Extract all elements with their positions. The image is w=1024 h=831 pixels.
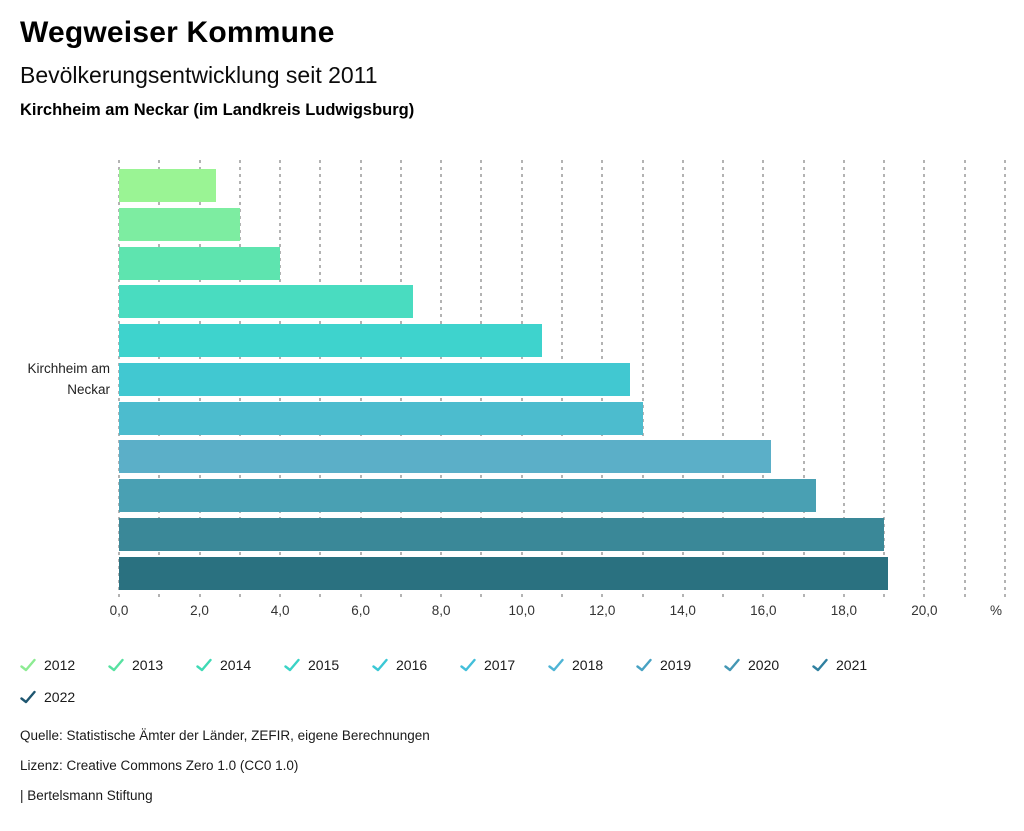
check-icon [196, 658, 212, 672]
check-icon [108, 658, 124, 672]
x-axis-unit-label: % [989, 603, 1002, 618]
chart-title: Bevölkerungsentwicklung seit 2011 [20, 62, 378, 88]
legend-item-label: 2020 [748, 657, 780, 673]
gridline [722, 160, 725, 600]
check-icon [724, 658, 740, 672]
legend-item-label: 2012 [44, 657, 76, 673]
check-icon [20, 658, 36, 672]
legend-item-label: 2015 [308, 657, 340, 673]
gridline [883, 160, 886, 600]
legend-item-2018[interactable]: 2018 [548, 655, 603, 675]
bar-2015[interactable] [119, 285, 413, 319]
gridline [923, 160, 926, 600]
gridline [963, 160, 966, 600]
x-tick-label: 10,0 [508, 603, 535, 618]
legend-item-label: 2022 [44, 689, 76, 705]
legend-item-2020[interactable]: 2020 [724, 655, 779, 675]
x-tick-label: 8,0 [431, 603, 451, 618]
bar-2018[interactable] [119, 401, 643, 435]
attribution: | Bertelsmann Stiftung [20, 788, 153, 803]
check-icon [636, 658, 652, 672]
bar-2017[interactable] [119, 362, 631, 396]
check-icon [812, 658, 828, 672]
check-icon [284, 658, 300, 672]
legend-item-label: 2019 [660, 657, 692, 673]
x-tick-label: 14,0 [669, 603, 696, 618]
legend-item-2015[interactable]: 2015 [284, 655, 339, 675]
legend-item-2013[interactable]: 2013 [108, 655, 163, 675]
bar-2016[interactable] [119, 324, 542, 358]
check-icon [372, 658, 388, 672]
category-label-line: Neckar [67, 382, 110, 397]
legend-item-label: 2017 [484, 657, 516, 673]
bar-2021[interactable] [119, 517, 885, 551]
category-label: Kirchheim am Neckar [0, 358, 110, 400]
bar-2013[interactable] [119, 207, 240, 241]
region-subtitle: Kirchheim am Neckar (im Landkreis Ludwig… [20, 101, 415, 119]
gridline [641, 160, 644, 600]
bar-2012[interactable] [119, 169, 216, 202]
bar-2020[interactable] [119, 479, 816, 513]
check-icon [460, 658, 476, 672]
x-tick-label: 12,0 [589, 603, 616, 618]
legend-item-label: 2016 [396, 657, 428, 673]
gridline [842, 160, 845, 600]
check-icon [20, 690, 36, 704]
gridline [1003, 160, 1006, 600]
x-tick-label: 4,0 [270, 603, 290, 618]
legend-item-2017[interactable]: 2017 [460, 655, 515, 675]
legend-item-2019[interactable]: 2019 [636, 655, 691, 675]
category-label-line: Kirchheim am [27, 361, 110, 376]
x-tick-label: 16,0 [750, 603, 777, 618]
gridline [681, 160, 684, 600]
bar-2019[interactable] [119, 440, 772, 474]
x-tick-label: 6,0 [351, 603, 370, 618]
gridline [762, 160, 765, 600]
bar-2014[interactable] [119, 246, 281, 280]
check-icon [548, 658, 564, 672]
legend-item-2014[interactable]: 2014 [196, 655, 251, 675]
x-tick-label: 18,0 [830, 603, 857, 618]
legend-item-label: 2014 [220, 657, 252, 673]
x-tick-label: 0,0 [109, 603, 129, 618]
legend-item-label: 2013 [132, 657, 164, 673]
legend-item-label: 2018 [572, 657, 604, 673]
gridline [802, 160, 805, 600]
legend-item-2016[interactable]: 2016 [372, 655, 427, 675]
source-note: Quelle: Statistische Ämter der Länder, Z… [20, 728, 430, 743]
x-tick-label: 2,0 [190, 603, 209, 618]
legend-item-2012[interactable]: 2012 [20, 655, 75, 675]
legend-item-2021[interactable]: 2021 [812, 655, 867, 675]
license-note: Lizenz: Creative Commons Zero 1.0 (CC0 1… [20, 758, 299, 773]
app-title: Wegweiser Kommune [20, 16, 335, 49]
legend-item-2022[interactable]: 2022 [20, 687, 75, 707]
bar-2022[interactable] [119, 556, 889, 590]
x-tick-label: 20,0 [911, 603, 938, 618]
legend-item-label: 2021 [836, 657, 868, 673]
